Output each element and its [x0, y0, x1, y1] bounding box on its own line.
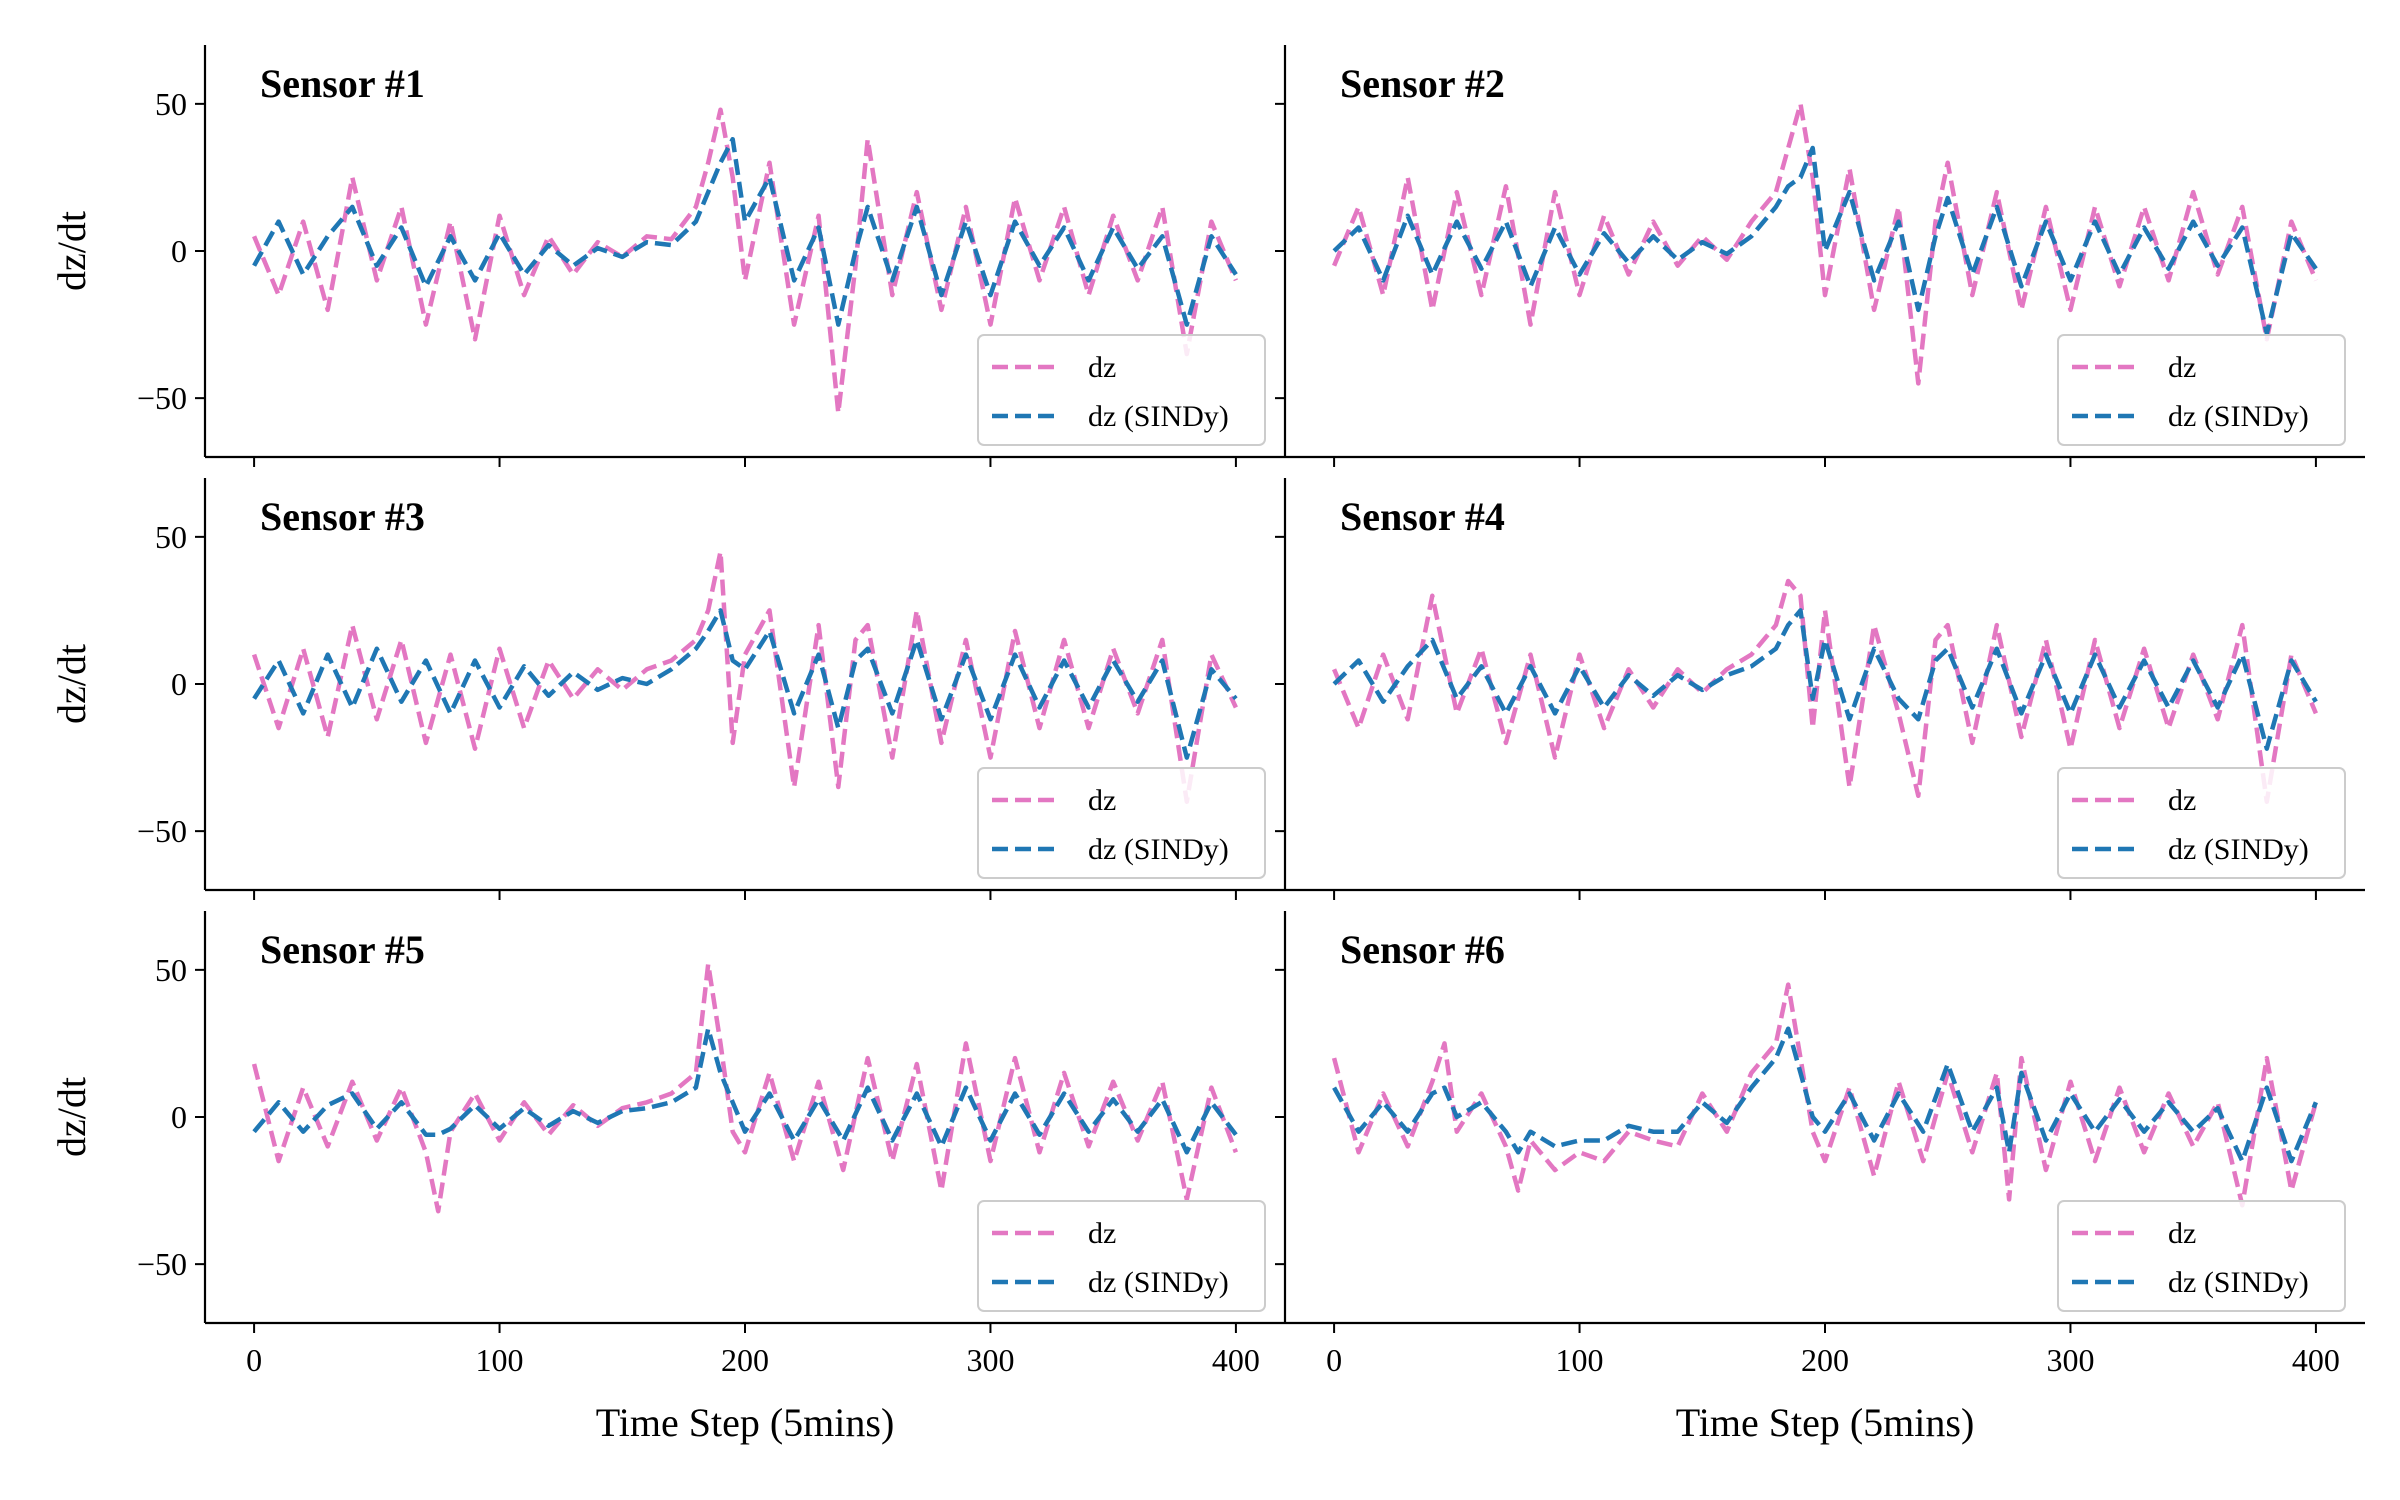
x-tick-label: 200: [721, 1342, 769, 1378]
y-axis-label: dz/dt: [49, 1077, 94, 1157]
legend-label-dz-sindy: dz (SINDy): [1088, 400, 1229, 433]
y-tick-label: −50: [137, 380, 187, 416]
series-line-dz-sindy: [252, 1026, 1238, 1155]
x-axis-label: Time Step (5mins): [596, 1400, 895, 1445]
panel-sensor-6: 0 100 200 300 400 Sensor #6 Time Step (5mins) d…: [1275, 911, 2365, 1445]
legend-label-dz-sindy: dz (SINDy): [2168, 833, 2309, 866]
x-tick-label: 100: [1556, 1342, 1604, 1378]
series-line-dz: [251, 961, 1239, 1214]
series-line-dz-sindy: [1332, 1026, 2318, 1164]
legend-label-dz: dz: [2168, 784, 2196, 817]
legend: dz dz (SINDy): [977, 1200, 1266, 1312]
y-tick-label: 0: [171, 233, 187, 269]
legend-label-dz-sindy: dz (SINDy): [2168, 400, 2309, 433]
x-tick-label: 100: [476, 1342, 524, 1378]
y-tick-label: 0: [171, 1099, 187, 1135]
y-axis-label: dz/dt: [49, 211, 94, 291]
series-line-dz: [1331, 982, 2319, 1208]
y-tick-label: −50: [137, 813, 187, 849]
series-line-dz-sindy: [1332, 145, 2318, 336]
panel-title: Sensor #5: [260, 927, 425, 972]
x-axis-label: Time Step (5mins): [1676, 1400, 1975, 1445]
y-tick-label: −50: [137, 1246, 187, 1282]
legend: dz dz (SINDy): [2057, 767, 2346, 879]
panel-title: Sensor #2: [1340, 61, 1505, 106]
x-tick-label: 200: [1801, 1342, 1849, 1378]
series-line-dz: [252, 107, 1238, 416]
x-tick-label: 400: [2292, 1342, 2340, 1378]
panel-title: Sensor #1: [260, 61, 425, 106]
panel-title: Sensor #3: [260, 494, 425, 539]
legend: dz dz (SINDy): [977, 767, 1266, 879]
panel-title: Sensor #6: [1340, 927, 1505, 972]
panel-title: Sensor #4: [1340, 494, 1505, 539]
series-line-dz: [251, 549, 1238, 804]
panel-sensor-4: Sensor #4 dz dz (SINDy): [1275, 478, 2365, 900]
series-line-dz-sindy: [1332, 608, 2318, 751]
legend-label-dz: dz: [2168, 1217, 2196, 1250]
y-tick-label: 50: [155, 86, 187, 122]
panel-sensor-1: 50 0 −50 Sensor #1 dz/dt dz dz (SINDy): [49, 45, 1285, 467]
x-tick-label: 400: [1212, 1342, 1260, 1378]
x-tick-label: 0: [246, 1342, 262, 1378]
legend-label-dz-sindy: dz (SINDy): [1088, 1266, 1229, 1299]
legend-label-dz-sindy: dz (SINDy): [2168, 1266, 2309, 1299]
y-tick-label: 50: [155, 519, 187, 555]
legend: dz dz (SINDy): [977, 334, 1266, 446]
x-tick-label: 300: [966, 1342, 1014, 1378]
legend: dz dz (SINDy): [2057, 1200, 2346, 1312]
series-line-dz-sindy: [252, 608, 1238, 760]
legend-label-dz: dz: [1088, 351, 1116, 384]
legend-label-dz: dz: [1088, 784, 1116, 817]
x-tick-label: 300: [2046, 1342, 2094, 1378]
x-tick-label: 0: [1326, 1342, 1342, 1378]
series-line-dz-sindy: [252, 136, 1238, 327]
legend-label-dz-sindy: dz (SINDy): [1088, 833, 1229, 866]
y-tick-label: 50: [155, 952, 187, 988]
panel-sensor-5: 50 0 −50 0 100 200 300 400 Sensor #5 dz/dt Time St…: [49, 911, 1285, 1445]
y-axis-label: dz/dt: [49, 644, 94, 724]
series-line-dz: [1332, 101, 2318, 386]
y-tick-label: 0: [171, 666, 187, 702]
panel-sensor-3: 50 0 −50 Sensor #3 dz/dt dz dz (SINDy): [49, 478, 1285, 900]
legend-label-dz: dz: [2168, 351, 2196, 384]
legend-label-dz: dz: [1088, 1217, 1116, 1250]
panel-sensor-2: Sensor #2 dz dz (SINDy): [1275, 45, 2365, 467]
legend: dz dz (SINDy): [2057, 334, 2346, 446]
